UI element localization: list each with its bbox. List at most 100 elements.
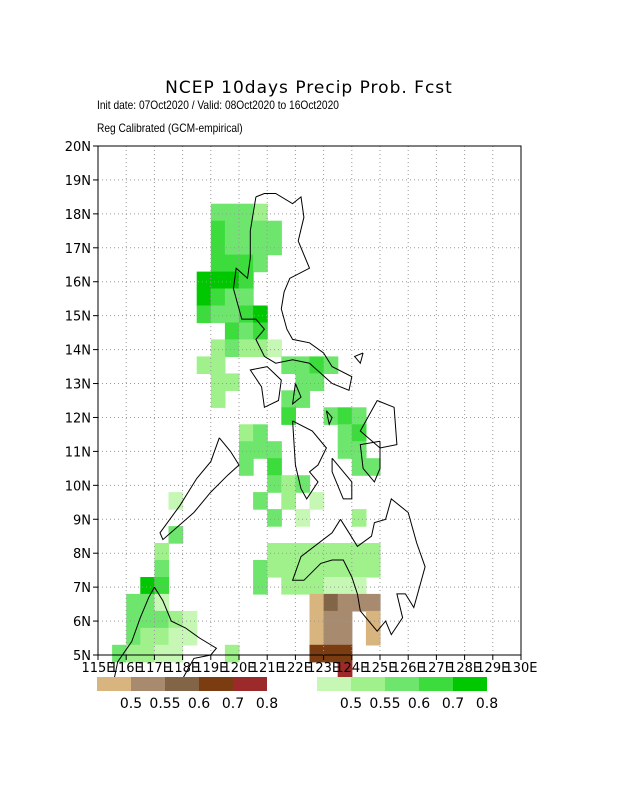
lon-label: 128E (448, 661, 481, 676)
probability-cell (309, 644, 325, 663)
lon-label: 125E (363, 661, 396, 676)
lat-label: 8N (73, 547, 91, 562)
probability-cell (281, 407, 296, 425)
probability-cell (365, 610, 381, 629)
probability-cell (196, 271, 212, 290)
lon-label: 122E (279, 661, 312, 676)
probability-cell (126, 610, 141, 629)
probability-cell (182, 627, 198, 646)
probability-cell (140, 593, 155, 612)
probability-cell (337, 424, 353, 442)
dry-legend-label: 0.55 (149, 696, 180, 712)
lon-label: 121E (251, 661, 284, 676)
probability-cell (140, 577, 155, 595)
probability-cell (295, 509, 311, 527)
probability-cell (351, 441, 367, 459)
probability-cell (323, 644, 339, 663)
probability-cell (281, 560, 296, 578)
probability-cell (337, 627, 353, 646)
probability-cell (168, 610, 184, 629)
probability-cell (224, 288, 240, 307)
probability-cell (154, 610, 170, 629)
probability-cell (309, 577, 325, 595)
probability-cell (224, 644, 240, 663)
probability-cell (365, 543, 381, 561)
probability-cell (239, 339, 254, 357)
probability-cell (281, 356, 296, 374)
probability-cell (126, 593, 141, 612)
legend: 0.5 0.55 0.6 0.7 0.8 0.5 0.55 0.6 0.7 0.8 (97, 677, 498, 712)
probability-cell (337, 441, 353, 459)
probability-cell (351, 458, 367, 476)
probability-cell (168, 627, 184, 646)
probability-cell (196, 356, 212, 374)
probability-cell (281, 577, 296, 595)
probability-cell (239, 288, 254, 307)
map-frame (97, 145, 522, 656)
probability-cells (112, 203, 381, 680)
probability-cell (309, 610, 325, 629)
probability-cell (295, 390, 311, 408)
wet-legend-label: 0.6 (408, 696, 430, 712)
probability-cell (281, 475, 296, 493)
lat-label: 7N (73, 581, 91, 596)
probability-cell (239, 424, 254, 442)
probability-cell (224, 305, 240, 324)
probability-cell (267, 560, 282, 578)
dry-legend-swatch (233, 677, 267, 691)
probability-cell (253, 560, 268, 578)
dry-legend-swatch (165, 677, 199, 691)
probability-cell (323, 593, 339, 612)
probability-cell (239, 237, 254, 256)
probability-cell (239, 458, 254, 476)
probability-cell (295, 543, 311, 561)
probability-cell (210, 390, 226, 408)
probability-cell (210, 203, 226, 222)
lat-label: 19N (65, 174, 91, 189)
probability-cell (337, 407, 353, 425)
probability-cell (253, 203, 268, 222)
probability-cell (267, 475, 282, 493)
probability-cell (295, 373, 311, 391)
probability-cell (168, 526, 184, 544)
probability-cell (337, 593, 353, 612)
lon-label: 123E (307, 661, 340, 676)
coastline (291, 498, 426, 636)
probability-cell (295, 577, 311, 595)
probability-cell (196, 305, 212, 324)
dry-legend-label: 0.5 (120, 696, 142, 712)
lat-label: 20N (65, 140, 91, 155)
probability-cell (253, 492, 268, 510)
probability-cell (253, 237, 268, 256)
coastline (353, 352, 364, 365)
probability-cell (351, 543, 367, 561)
lat-label: 15N (65, 310, 91, 325)
coastlines (111, 193, 426, 690)
probability-cell (253, 220, 268, 239)
probability-cell (267, 237, 282, 256)
probability-cell (295, 475, 311, 493)
probability-cell (323, 560, 339, 578)
wet-legend-label: 0.7 (442, 696, 464, 712)
wet-legend-swatch (317, 677, 351, 691)
probability-cell (337, 560, 353, 578)
probability-cell (323, 627, 339, 646)
probability-cell (239, 271, 254, 290)
dry-legend-swatch (131, 677, 165, 691)
probability-cell (295, 560, 311, 578)
probability-cell (210, 288, 226, 307)
lon-label: 118E (166, 661, 199, 676)
probability-cell (224, 373, 240, 391)
probability-cell (365, 458, 381, 476)
probability-cell (309, 492, 325, 510)
probability-cell (337, 644, 353, 663)
probability-cell (140, 644, 155, 663)
probability-cell (365, 560, 381, 578)
dry-legend-swatch (199, 677, 233, 691)
probability-cell (267, 509, 282, 527)
probability-cell (351, 424, 367, 442)
lon-label: 126E (392, 661, 425, 676)
probability-cell (253, 441, 268, 459)
lat-label: 16N (65, 276, 91, 291)
